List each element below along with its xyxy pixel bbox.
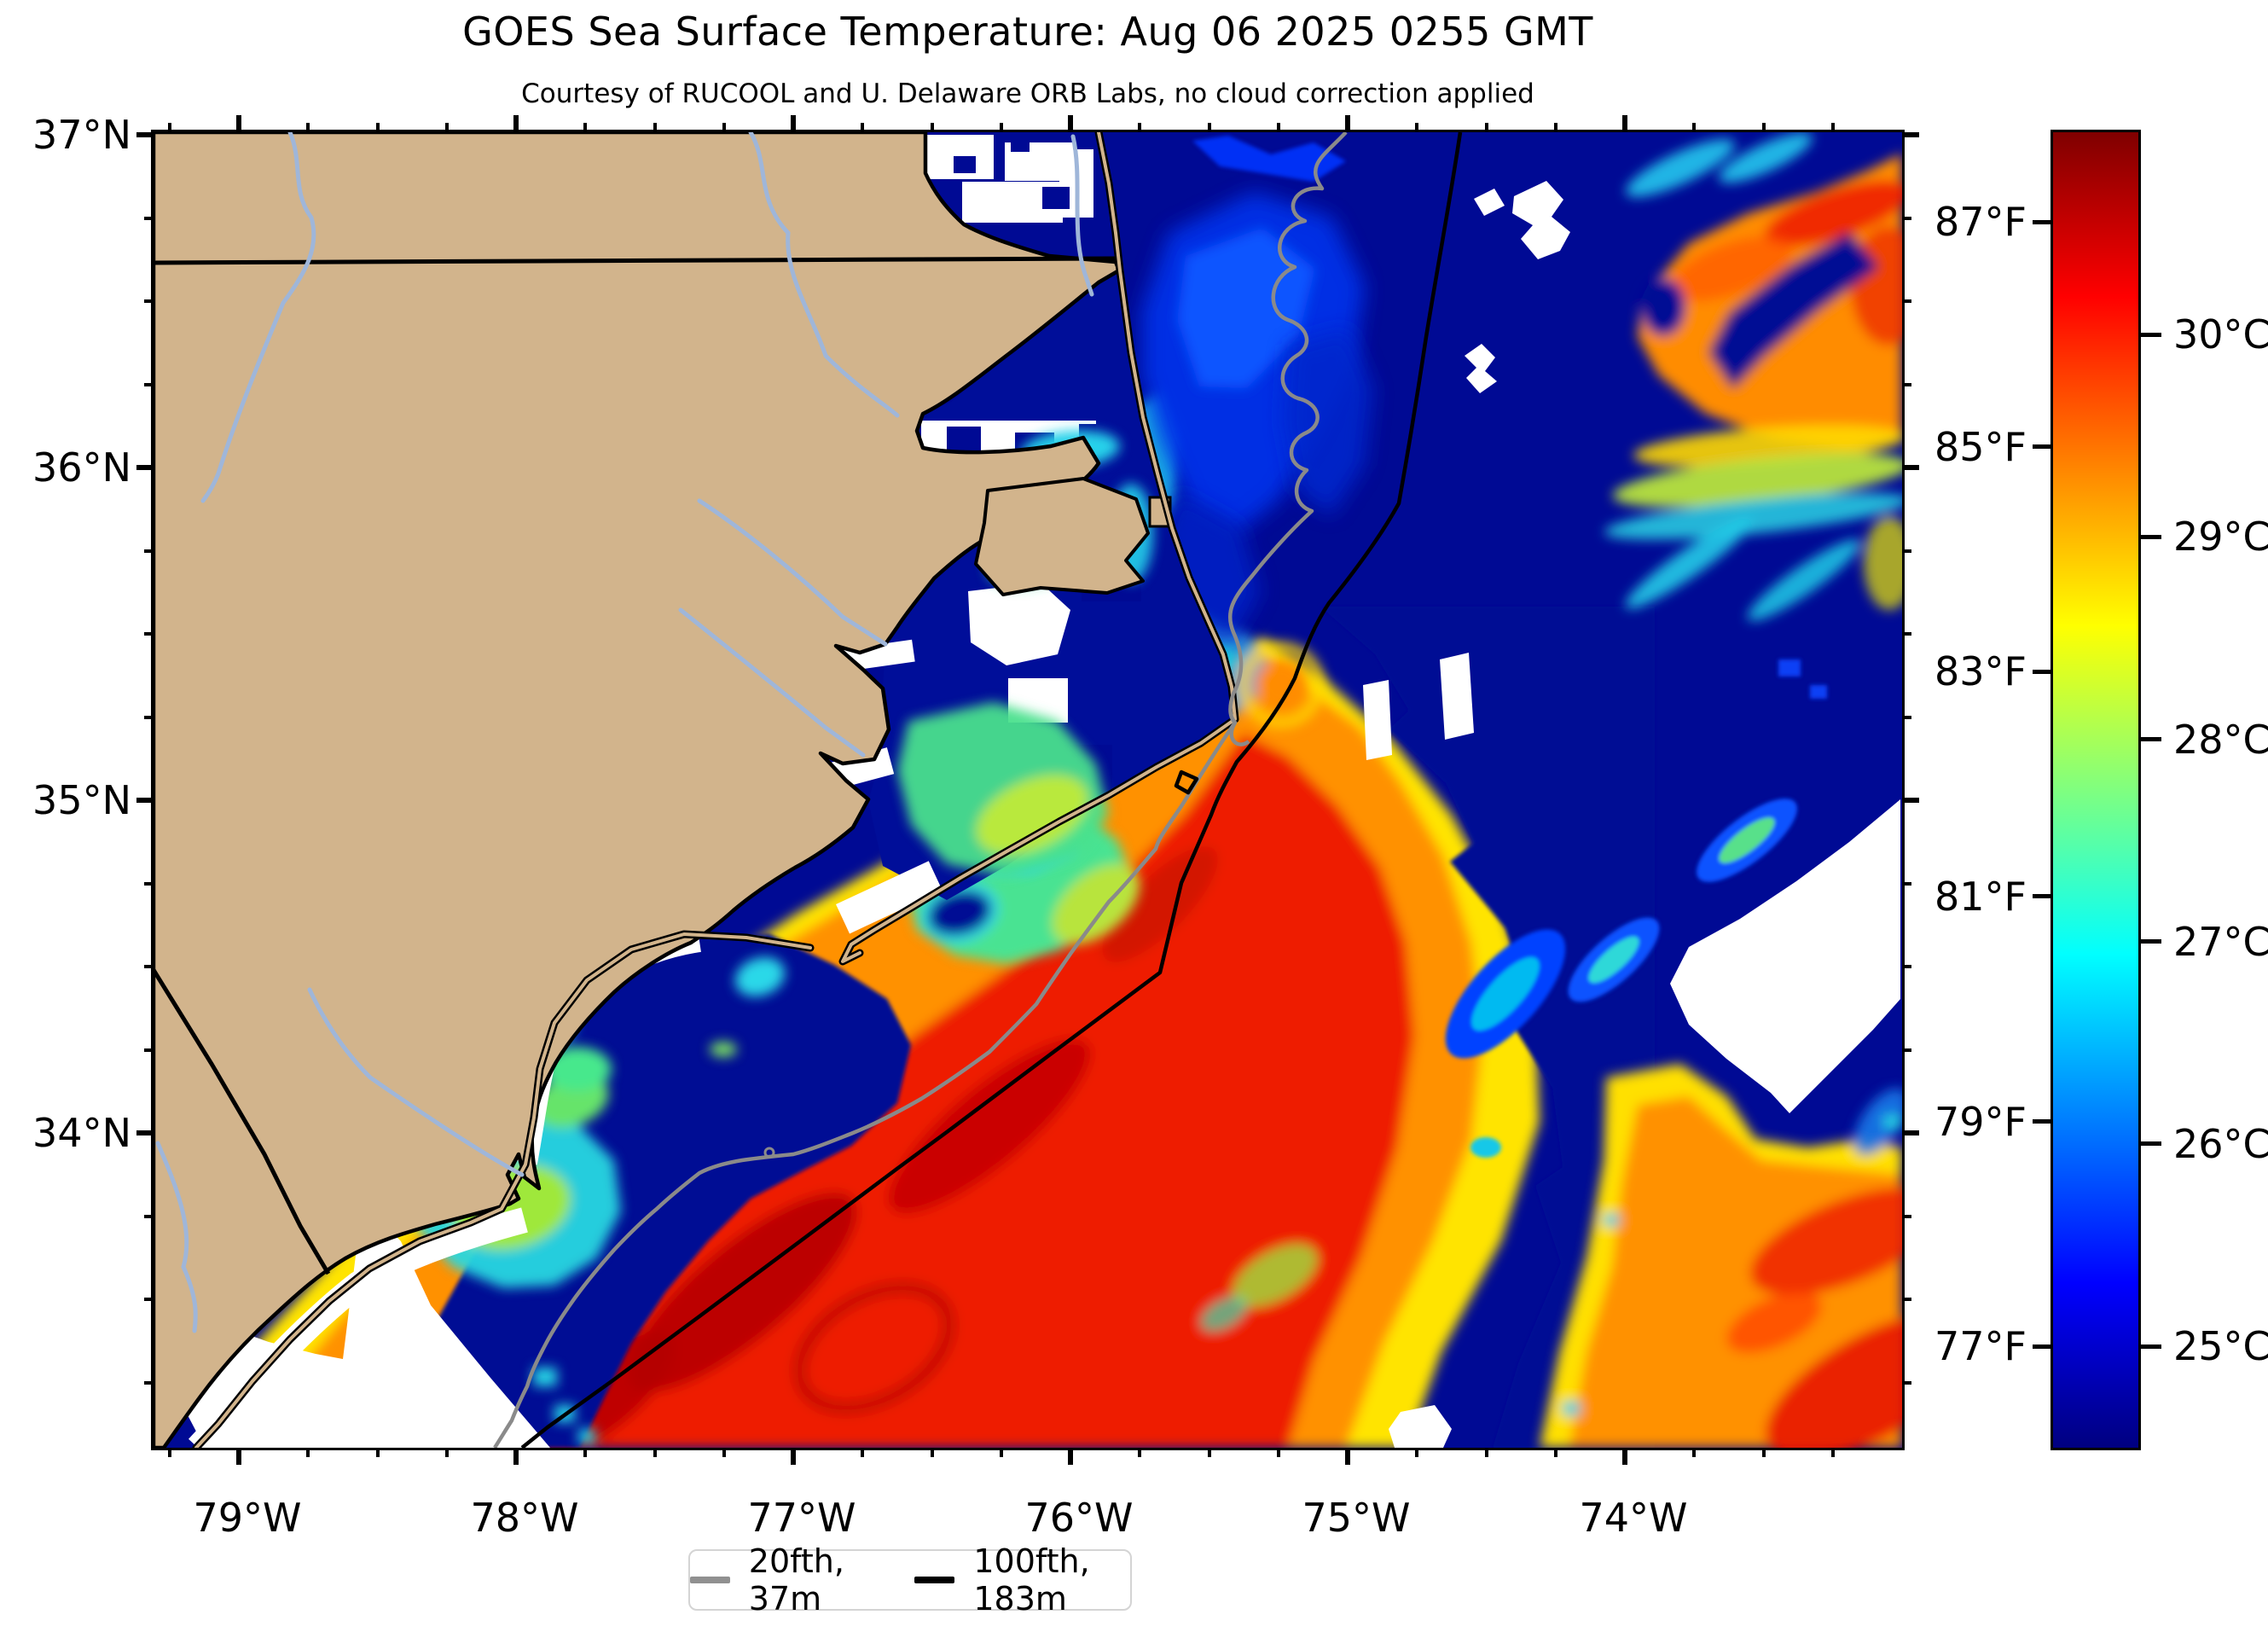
colorbar <box>2050 130 2141 1450</box>
cbar-c-label-30: 30°C <box>2173 311 2268 357</box>
sst-map <box>151 130 1905 1450</box>
cbar-f-label-87: 87°F <box>1934 199 2027 245</box>
mainland <box>154 132 1122 1448</box>
legend-label-20fth: 20fth, 37m <box>748 1542 844 1617</box>
x-tick-label-78w: 78°W <box>470 1495 579 1541</box>
page-title: GOES Sea Surface Temperature: Aug 06 202… <box>462 9 1593 55</box>
cbar-f-label-81: 81°F <box>1934 874 2027 920</box>
y-tick-label-36n: 36°N <box>32 444 131 491</box>
hatteras-warm-eddy <box>1256 659 1307 711</box>
northeast-warm-complex <box>1604 132 1902 621</box>
x-tick-label-77w: 77°W <box>747 1495 856 1541</box>
cbar-c-label-27: 27°C <box>2173 919 2268 965</box>
x-tick-label-79w: 79°W <box>193 1495 302 1541</box>
y-tick-label-35n: 35°N <box>32 777 131 823</box>
subtitle: Courtesy of RUCOOL and U. Delaware ORB L… <box>521 78 1534 109</box>
y-tick-label-34n: 34°N <box>32 1110 131 1156</box>
legend-line-20fth-swatch <box>690 1577 730 1583</box>
va-nc-border <box>154 256 1117 265</box>
dare-peninsula <box>974 477 1150 596</box>
cbar-c-label-26: 26°C <box>2173 1121 2268 1167</box>
x-tick-label-76w: 76°W <box>1024 1495 1134 1541</box>
cbar-f-label-77: 77°F <box>1934 1323 2027 1369</box>
legend-line-100fth-swatch <box>914 1577 955 1583</box>
land <box>154 132 1172 1448</box>
cbar-c-label-28: 28°C <box>2173 717 2268 763</box>
barrier-islands <box>192 132 1239 1448</box>
legend-item-20fth: 20fth, 37m <box>690 1542 875 1617</box>
warm-eddy-ring <box>792 1281 956 1415</box>
legend-label-100fth: 100fth, 183m <box>973 1542 1090 1617</box>
cbar-f-label-83: 83°F <box>1934 648 2027 694</box>
mid-right-features <box>1445 659 1827 1158</box>
rivers <box>155 132 1094 1333</box>
y-tick-label-37n: 37°N <box>32 112 131 158</box>
cool-water-east <box>1320 607 1655 1448</box>
isobath-islet <box>763 1147 775 1159</box>
cbar-c-label-25: 25°C <box>2173 1323 2268 1369</box>
x-tick-label-74w: 74°W <box>1579 1495 1688 1541</box>
cbar-c-label-29: 29°C <box>2173 514 2268 560</box>
x-tick-label-75w: 75°W <box>1302 1495 1411 1541</box>
cbar-f-label-79: 79°F <box>1934 1099 2027 1145</box>
north-cool-plume <box>1141 136 1373 644</box>
cool-water-coastal <box>397 934 911 1448</box>
cbar-f-label-85: 85°F <box>1934 424 2027 470</box>
nc-sc-border <box>154 968 331 1275</box>
state-borders <box>154 256 1117 1275</box>
isobath-20fth-line <box>493 132 1348 1448</box>
sst-map-canvas <box>154 132 1902 1448</box>
legend-item-100fth: 100fth, 183m <box>914 1542 1130 1617</box>
isobath-100fth-line <box>520 132 1463 1448</box>
contour-legend: 20fth, 37m 100fth, 183m <box>688 1542 1132 1617</box>
southeast-warm-corner <box>1540 1064 1902 1448</box>
